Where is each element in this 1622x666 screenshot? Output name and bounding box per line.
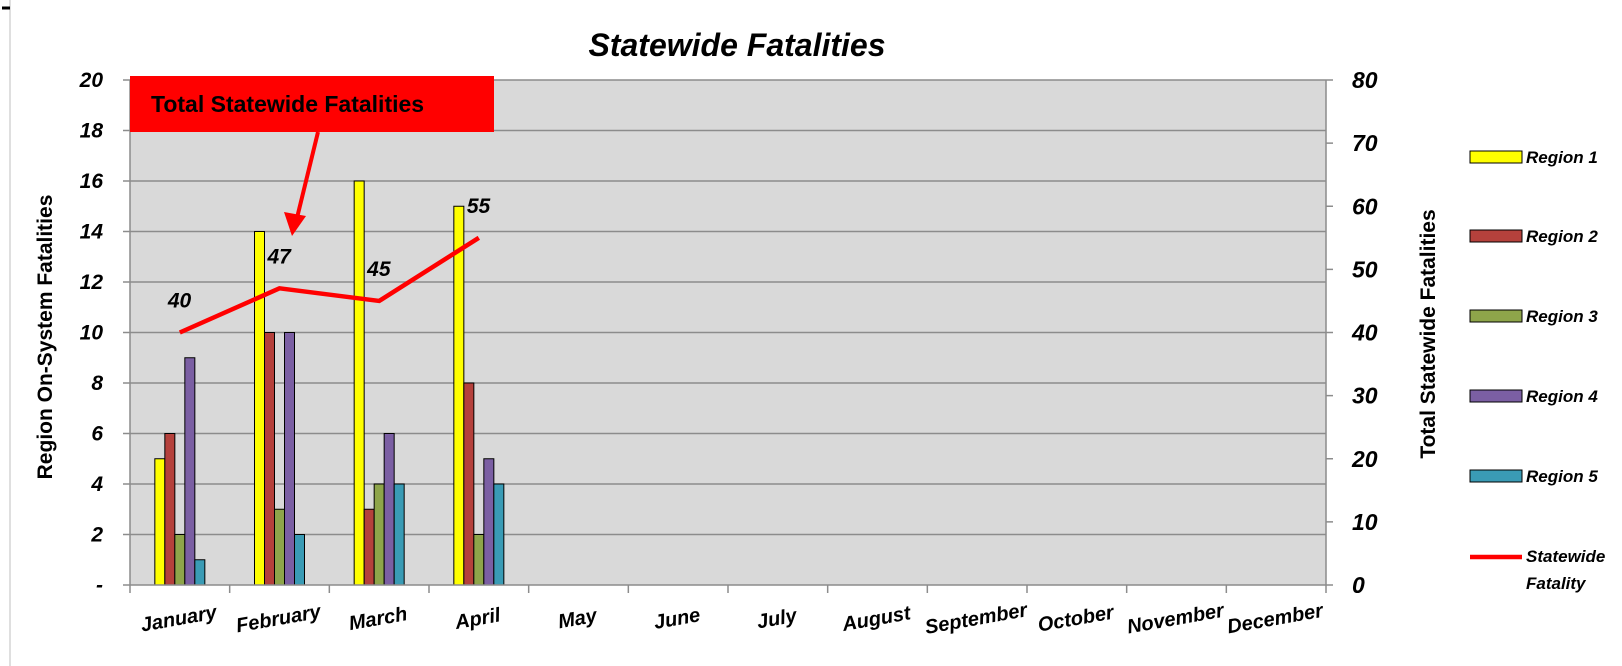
bar-region-2 bbox=[363, 508, 375, 586]
legend: Region 1 Region 2 Region 3 Region 4 Region 5… bbox=[1469, 148, 1605, 593]
bar-region-5 bbox=[294, 534, 305, 586]
legend-label: Region 3 bbox=[1526, 307, 1598, 326]
left-tick-label: 16 bbox=[80, 170, 104, 193]
bar-region-5 bbox=[493, 483, 505, 586]
right-tick-label: 50 bbox=[1352, 256, 1378, 282]
bar-region-4 bbox=[383, 433, 395, 586]
bar-region-3 bbox=[373, 483, 385, 586]
bar-region-1 bbox=[254, 231, 265, 586]
line-data-label: 55 bbox=[467, 195, 491, 218]
chart-title: Statewide Fatalities bbox=[589, 27, 886, 63]
bar-region-5 bbox=[393, 483, 405, 586]
left-tick-label: 4 bbox=[90, 473, 103, 496]
right-tick-label: 0 bbox=[1352, 572, 1365, 598]
right-axis-title: Total Statewide Fatalities bbox=[1417, 209, 1440, 458]
left-tick-label: 2 bbox=[90, 524, 103, 547]
bar-region-3 bbox=[274, 508, 285, 586]
bar-region-1 bbox=[353, 180, 365, 586]
bar-region-4 bbox=[284, 332, 295, 586]
bar-region-2 bbox=[463, 382, 475, 586]
right-tick-label: 80 bbox=[1352, 67, 1378, 93]
left-tick-label: 14 bbox=[80, 221, 104, 244]
right-tick-label: 20 bbox=[1351, 446, 1378, 472]
legend-swatch bbox=[1469, 389, 1523, 403]
bar-region-1 bbox=[453, 205, 465, 586]
bar-region-4 bbox=[184, 357, 196, 586]
left-tick-label: 12 bbox=[80, 271, 104, 294]
legend-label: Region 1 bbox=[1526, 148, 1598, 167]
right-tick-label: 60 bbox=[1352, 193, 1378, 219]
left-tick-label: 20 bbox=[79, 69, 104, 92]
statewide-line bbox=[178, 235, 481, 335]
legend-swatch bbox=[1469, 150, 1523, 164]
bar-region-3 bbox=[473, 534, 485, 586]
gridlines bbox=[130, 79, 1326, 536]
legend-label: Fatality bbox=[1526, 574, 1587, 593]
legend-swatch bbox=[1469, 309, 1523, 323]
bar-region-5 bbox=[194, 559, 206, 586]
legend-item-region-3: Region 3 bbox=[1469, 307, 1598, 326]
legend-label: Region 5 bbox=[1526, 467, 1598, 486]
legend-swatch bbox=[1469, 469, 1523, 483]
bar-region-4 bbox=[483, 458, 495, 586]
right-tick-label: 10 bbox=[1352, 509, 1378, 535]
statewide-line-layer: 40 47 45 55 bbox=[167, 195, 491, 335]
right-tick-label: 40 bbox=[1351, 320, 1378, 346]
bar-region-2 bbox=[164, 433, 176, 586]
left-tick-label: 10 bbox=[80, 322, 104, 345]
legend-item-statewide-fatality: Statewide Fatality bbox=[1470, 547, 1605, 593]
legend-item-region-5: Region 5 bbox=[1469, 467, 1598, 486]
callout-text: Total Statewide Fatalities bbox=[151, 91, 424, 117]
left-tick-label: 6 bbox=[91, 423, 103, 446]
right-tick-label: 70 bbox=[1352, 130, 1378, 156]
bar-region-2 bbox=[264, 332, 275, 586]
legend-item-region-1: Region 1 bbox=[1469, 148, 1598, 167]
legend-label: Statewide bbox=[1526, 547, 1605, 566]
callout-arrow-shaft bbox=[294, 131, 320, 223]
bar-region-3 bbox=[174, 534, 186, 586]
callout-box bbox=[130, 76, 494, 132]
callout-annotation: Total Statewide Fatalities bbox=[130, 76, 494, 236]
legend-swatch bbox=[1469, 229, 1523, 243]
right-tick-label: 30 bbox=[1352, 383, 1378, 409]
legend-item-region-2: Region 2 bbox=[1469, 227, 1598, 246]
bar-region-1 bbox=[154, 458, 166, 586]
callout-arrow-head bbox=[284, 212, 306, 236]
left-tick-label: - bbox=[96, 574, 103, 597]
legend-item-region-4: Region 4 bbox=[1469, 387, 1598, 406]
legend-label: Region 2 bbox=[1526, 227, 1598, 246]
line-data-label: 45 bbox=[366, 258, 391, 281]
left-axis-title: Region On-System Fatalities bbox=[34, 195, 57, 480]
legend-label: Region 4 bbox=[1526, 387, 1598, 406]
left-tick-label: 18 bbox=[80, 120, 104, 143]
left-tick-label: 8 bbox=[91, 372, 103, 395]
line-data-label: 40 bbox=[167, 290, 192, 313]
line-data-label: 47 bbox=[267, 245, 293, 268]
